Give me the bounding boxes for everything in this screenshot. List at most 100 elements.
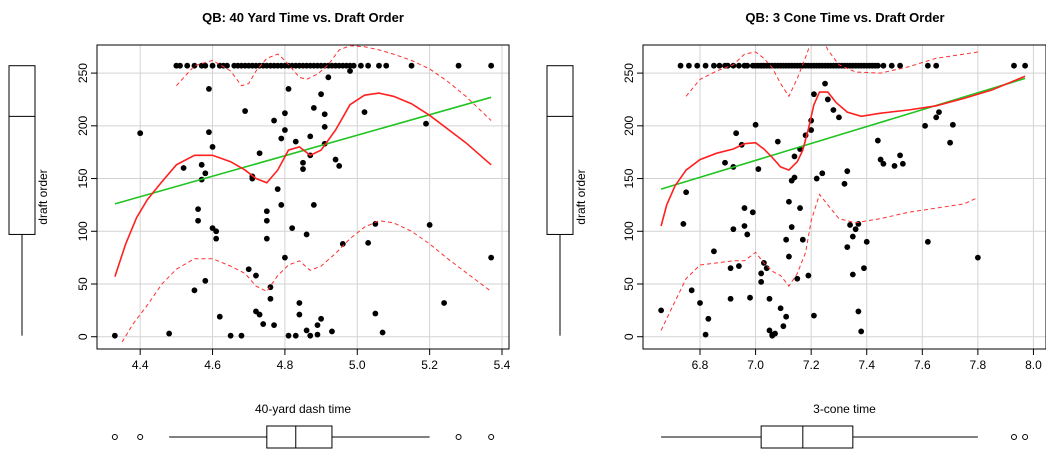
data-point (783, 236, 790, 243)
data-point (289, 225, 296, 232)
y-tick-label: 100 (622, 221, 636, 241)
data-point (680, 220, 687, 227)
chart-title: QB: 40 Yard Time vs. Draft Order (202, 10, 404, 25)
data-point (849, 233, 856, 240)
x-boxplot-outlier (137, 434, 144, 440)
data-point (924, 62, 931, 69)
y-boxplot-box (546, 65, 574, 235)
data-point (227, 332, 234, 339)
data-point (379, 329, 386, 336)
x-boxplot-outlier (455, 434, 462, 440)
x-tick-label: 5.2 (421, 358, 438, 372)
data-point (855, 308, 862, 315)
data-point (213, 228, 220, 235)
y-tick-label: 0 (76, 333, 90, 340)
data-point (296, 300, 303, 306)
data-point (253, 272, 259, 279)
data-point (202, 170, 209, 177)
data-point (711, 62, 717, 69)
data-point (216, 313, 223, 320)
data-point (224, 62, 230, 69)
x-tick-label: 4.6 (204, 358, 221, 372)
data-point (716, 62, 723, 69)
upper-confidence-band (685, 45, 978, 98)
data-point (329, 328, 335, 335)
data-point (137, 130, 144, 137)
data-point (282, 110, 288, 117)
data-point (852, 226, 859, 233)
data-point (310, 202, 317, 208)
data-point (658, 307, 665, 314)
data-point (922, 122, 928, 129)
data-point (822, 80, 828, 87)
data-point (383, 62, 390, 69)
data-point (274, 186, 281, 192)
data-point (924, 238, 931, 245)
data-point (936, 109, 942, 116)
data-point (321, 123, 328, 130)
data-point (861, 265, 867, 272)
data-point (271, 322, 277, 329)
y-tick-label: 100 (76, 221, 90, 241)
data-point (730, 226, 737, 233)
data-point (263, 217, 270, 224)
data-point (849, 271, 856, 278)
x-axis-label: 3-cone time (813, 402, 876, 416)
data-point (213, 235, 220, 242)
data-point (318, 315, 324, 322)
data-point (897, 152, 903, 159)
data-point (300, 166, 306, 172)
x-tick-label: 5.4 (494, 358, 511, 372)
data-point (830, 107, 837, 113)
upper-confidence-band (176, 45, 492, 121)
data-point (488, 254, 495, 261)
x-boxplot-outlier (1022, 434, 1029, 440)
x-tick-label: 4.4 (132, 358, 149, 372)
data-point (933, 114, 940, 121)
data-point (245, 266, 252, 273)
data-point (180, 165, 187, 171)
data-point (788, 224, 795, 230)
data-point (282, 127, 288, 133)
data-point (206, 86, 212, 92)
data-point (758, 278, 765, 285)
data-point (752, 121, 759, 128)
data-point (1011, 62, 1017, 69)
data-point (758, 270, 765, 277)
data-point (844, 168, 851, 175)
data-point (166, 330, 173, 337)
data-point (191, 287, 198, 294)
data-point (307, 332, 314, 339)
data-point (441, 300, 448, 306)
x-tick-label: 5.0 (349, 358, 366, 372)
x-boxplot-outlier (1010, 434, 1017, 440)
data-point (321, 111, 328, 118)
data-point (209, 62, 216, 69)
data-point (242, 108, 249, 114)
data-point (786, 198, 792, 205)
data-point (722, 159, 728, 166)
chart-title: QB: 3 Cone Time vs. Draft Order (745, 10, 944, 25)
data-point (780, 323, 787, 330)
data-point (766, 295, 773, 302)
data-point (797, 205, 803, 211)
y-tick-label: 250 (76, 63, 90, 83)
data-point (863, 238, 870, 245)
data-point (677, 62, 684, 69)
data-point (794, 275, 801, 282)
data-point (733, 130, 740, 137)
data-point (318, 91, 324, 98)
y-tick-label: 200 (76, 115, 90, 135)
data-point (747, 294, 753, 301)
y-tick-label: 150 (622, 168, 636, 188)
data-point (303, 327, 310, 334)
data-point (278, 135, 285, 142)
data-point (880, 62, 887, 69)
data-layer (111, 45, 495, 343)
data-point (711, 248, 717, 255)
data-point (195, 206, 201, 213)
y-tick-label: 50 (622, 277, 636, 291)
data-point (263, 235, 270, 242)
data-point (766, 327, 773, 334)
plot-frame (96, 44, 510, 350)
